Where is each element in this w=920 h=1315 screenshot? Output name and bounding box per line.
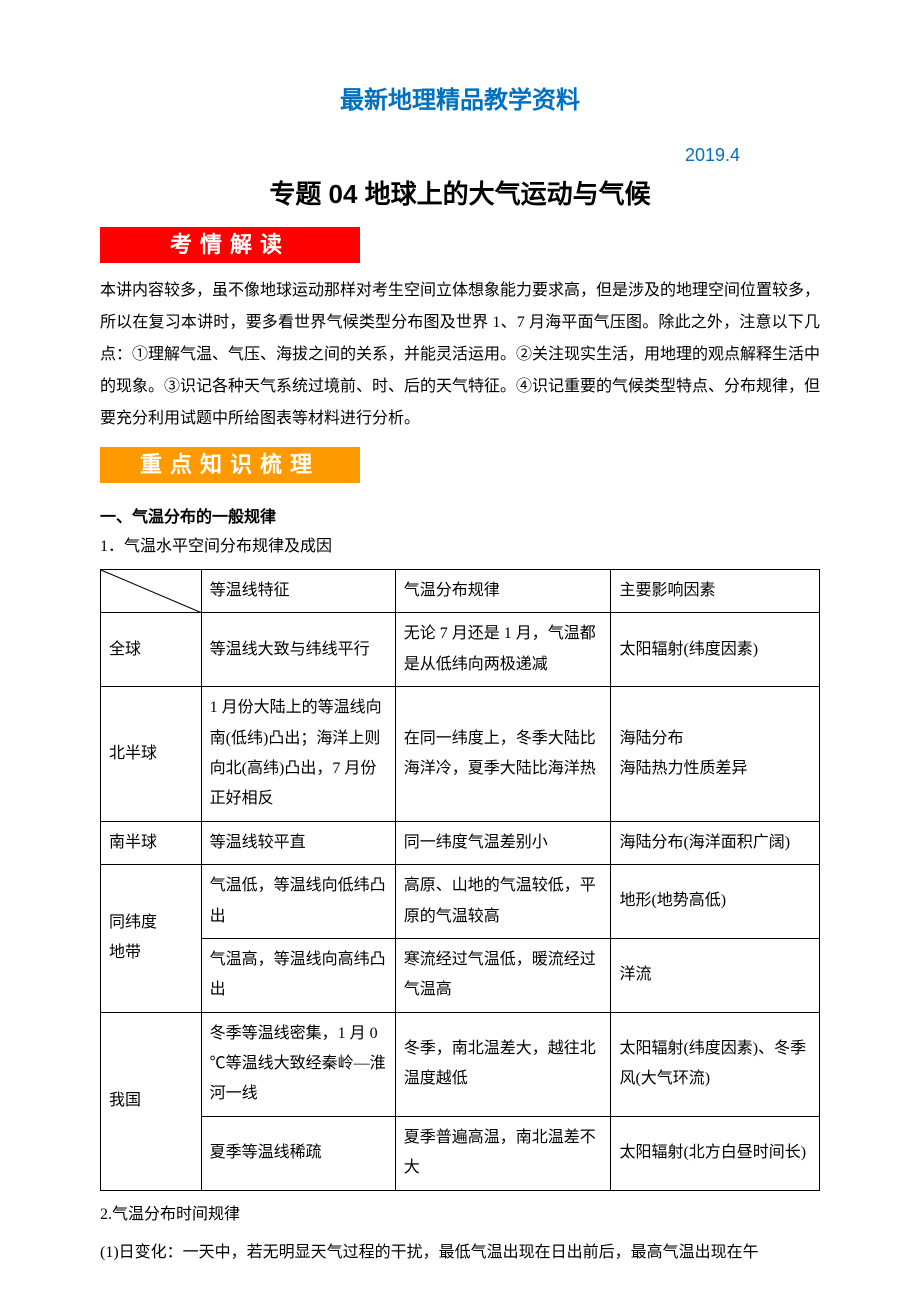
table-cell: 气温低，等温线向低纬凸出 xyxy=(201,865,395,939)
table-header-cell: 等温线特征 xyxy=(201,570,395,613)
section-1-sub-1: 1．气温水平空间分布规律及成因 xyxy=(100,531,820,563)
table-cell: 等温线较平直 xyxy=(201,821,395,864)
table-cell: 等温线大致与纬线平行 xyxy=(201,613,395,687)
table-row-label: 同纬度地带 xyxy=(101,865,202,1013)
table-cell: 寒流经过气温低，暖流经过气温高 xyxy=(395,938,611,1012)
table-cell: 太阳辐射(纬度因素)、冬季风(大气环流) xyxy=(611,1012,820,1116)
table-cell: 海陆分布(海洋面积广阔) xyxy=(611,821,820,864)
table-cell: 气温高，等温线向高纬凸出 xyxy=(201,938,395,1012)
table-cell: 夏季等温线稀疏 xyxy=(201,1116,395,1190)
table-header-cell: 主要影响因素 xyxy=(611,570,820,613)
temperature-distribution-table: 等温线特征气温分布规律主要影响因素全球等温线大致与纬线平行无论 7 月还是 1 … xyxy=(100,569,820,1191)
table-cell: 无论 7 月还是 1 月，气温都是从低纬向两极递减 xyxy=(395,613,611,687)
section-1-sub-2-line-1: (1)日变化：一天中，若无明显天气过程的干扰，最低气温出现在日出前后，最高气温出… xyxy=(100,1237,820,1269)
banner-exam-analysis: 考情解读 xyxy=(100,227,360,263)
table-cell: 在同一纬度上，冬季大陆比海洋冷，夏季大陆比海洋热 xyxy=(395,687,611,822)
table-cell: 夏季普遍高温，南北温差不大 xyxy=(395,1116,611,1190)
table-cell: 洋流 xyxy=(611,938,820,1012)
table-row-label: 北半球 xyxy=(101,687,202,822)
topic-title: 专题 04 地球上的大气运动与气候 xyxy=(100,174,820,211)
table-header-cell: 气温分布规律 xyxy=(395,570,611,613)
table-cell: 太阳辐射(北方白昼时间长) xyxy=(611,1116,820,1190)
section-1-sub-2: 2.气温分布时间规律 xyxy=(100,1199,820,1231)
table-row-label: 南半球 xyxy=(101,821,202,864)
main-title: 最新地理精品教学资料 xyxy=(100,80,820,115)
document-date: 2019.4 xyxy=(100,145,820,166)
section-1-heading: 一、气温分布的一般规律 xyxy=(100,503,820,527)
intro-paragraph: 本讲内容较多，虽不像地球运动那样对考生空间立体想象能力要求高，但是涉及的地理空间… xyxy=(100,275,820,435)
table-cell: 地形(地势高低) xyxy=(611,865,820,939)
table-row-label: 全球 xyxy=(101,613,202,687)
table-cell: 1 月份大陆上的等温线向南(低纬)凸出；海洋上则向北(高纬)凸出，7 月份正好相… xyxy=(201,687,395,822)
table-cell: 太阳辐射(纬度因素) xyxy=(611,613,820,687)
table-row-label: 我国 xyxy=(101,1012,202,1190)
table-cell: 高原、山地的气温较低，平原的气温较高 xyxy=(395,865,611,939)
table-header-cell xyxy=(101,570,202,613)
table-cell: 同一纬度气温差别小 xyxy=(395,821,611,864)
table-cell: 海陆分布海陆热力性质差异 xyxy=(611,687,820,822)
table-cell: 冬季，南北温差大，越往北温度越低 xyxy=(395,1012,611,1116)
banner-key-knowledge: 重点知识梳理 xyxy=(100,447,360,483)
table-cell: 冬季等温线密集，1 月 0 ℃等温线大致经秦岭—淮河一线 xyxy=(201,1012,395,1116)
